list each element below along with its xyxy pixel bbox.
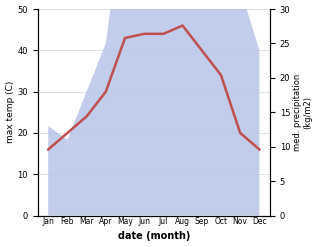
Y-axis label: med. precipitation
(kg/m2): med. precipitation (kg/m2) xyxy=(293,74,313,151)
X-axis label: date (month): date (month) xyxy=(118,231,190,242)
Y-axis label: max temp (C): max temp (C) xyxy=(5,81,15,144)
